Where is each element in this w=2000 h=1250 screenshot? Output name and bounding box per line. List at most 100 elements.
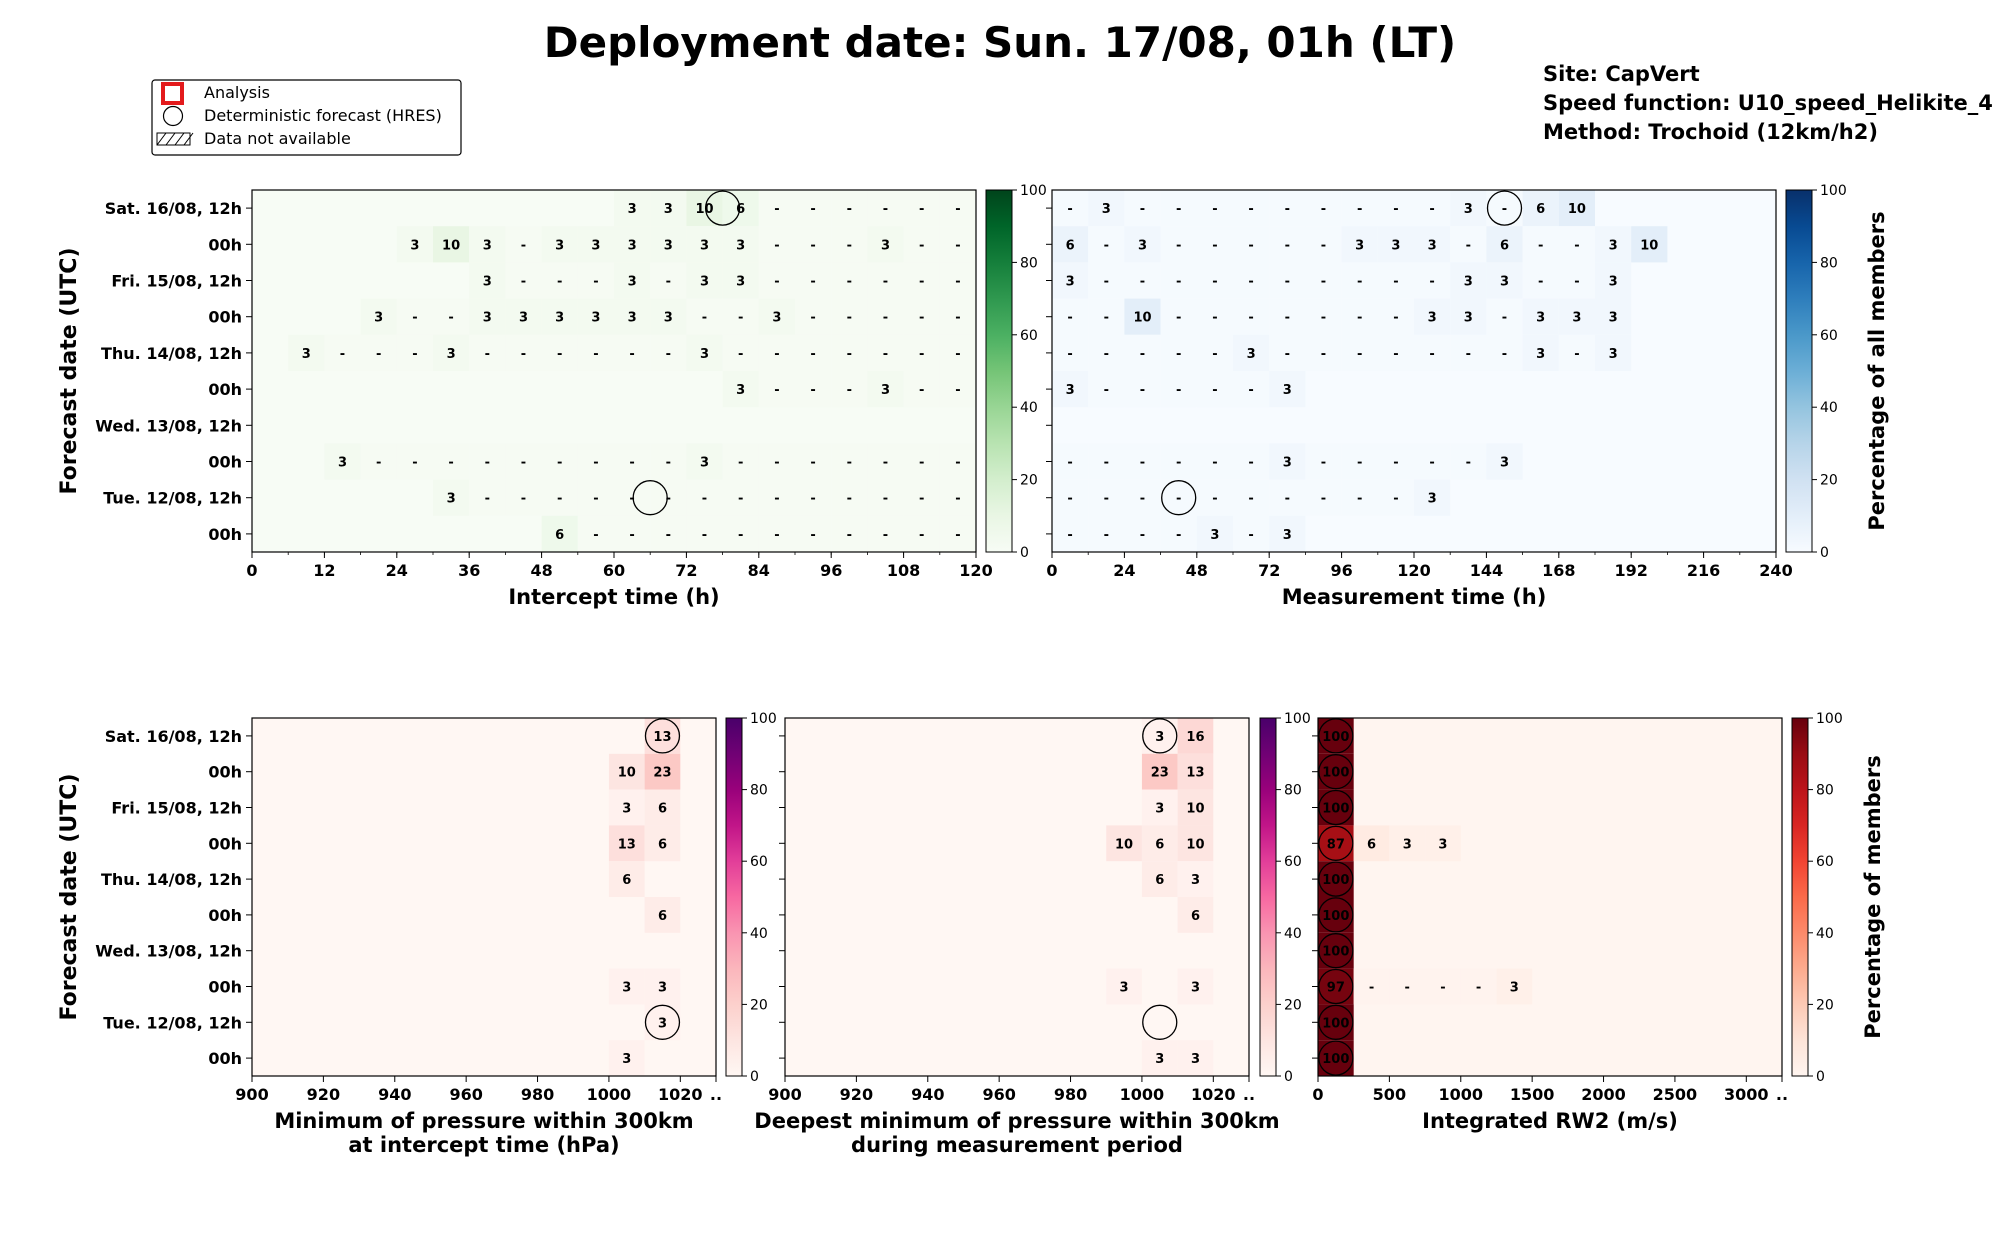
cell-label: 3 <box>1283 456 1292 471</box>
heatmap-cell <box>1177 897 1214 933</box>
cell-label: 3 <box>664 202 673 217</box>
hres-marker <box>1486 190 1523 226</box>
cell-label: - <box>774 347 779 362</box>
heatmap-cell <box>1595 334 1632 371</box>
heatmap-cell <box>1595 262 1632 299</box>
heatmap-cell <box>867 515 904 552</box>
x-tick-label: 24 <box>386 561 408 580</box>
heatmap-cell <box>505 443 542 480</box>
cell-label: - <box>376 347 381 362</box>
cell-label: - <box>1574 275 1579 290</box>
x-tick-label: 2500 <box>1653 1085 1698 1104</box>
heatmap-cell <box>722 371 759 408</box>
y-tick-label: 00h <box>208 235 242 254</box>
cell-label: - <box>1248 492 1253 507</box>
cell-label: - <box>1393 456 1398 471</box>
heatmap-cell <box>650 262 687 299</box>
colorbar-tick-label: 80 <box>750 783 768 799</box>
cell-label: - <box>883 202 888 217</box>
y-tick-label: 00h <box>208 834 242 853</box>
cell-label: - <box>919 275 924 290</box>
heatmap-cell <box>1269 334 1306 371</box>
heatmap-cell <box>758 479 795 516</box>
cell-label: - <box>810 347 815 362</box>
y-tick-label: Thu. 14/08, 12h <box>101 344 242 363</box>
heatmap-cell <box>1088 298 1125 335</box>
cell-label: - <box>557 456 562 471</box>
cell-label: - <box>919 347 924 362</box>
cell-label: 3 <box>1609 275 1618 290</box>
colorbar-tick-label: 20 <box>1816 997 1834 1013</box>
heatmap-cell <box>1522 298 1559 335</box>
cell-label: - <box>485 347 490 362</box>
cell-label: - <box>1067 528 1072 543</box>
heatmap-cell <box>1341 190 1378 227</box>
cell-label: - <box>810 528 815 543</box>
heatmap-cell <box>396 334 433 371</box>
heatmap-cell <box>1124 262 1161 299</box>
heatmap-cell <box>608 1040 645 1076</box>
cell-label: - <box>521 492 526 507</box>
heatmap-cell <box>1088 515 1125 552</box>
heatmap-cell <box>686 443 723 480</box>
x-tick-label: 24 <box>1113 561 1135 580</box>
cell-label: - <box>557 347 562 362</box>
heatmap-cell <box>1177 1040 1214 1076</box>
cell-label: - <box>883 456 888 471</box>
cell-label: - <box>1248 275 1253 290</box>
heatmap-cell <box>1558 298 1595 335</box>
heatmap-cell <box>758 443 795 480</box>
cell-label: - <box>810 202 815 217</box>
cell-label: - <box>1285 202 1290 217</box>
heatmap-cell <box>903 371 940 408</box>
heatmap-cell <box>644 825 681 862</box>
colorbar-tick-label: 20 <box>750 997 768 1013</box>
hres-marker-icon <box>162 105 184 127</box>
cell-label: 3 <box>628 238 637 253</box>
cell-label: 3 <box>1191 981 1200 996</box>
cell-label: 10 <box>1115 837 1133 852</box>
heatmap-cell <box>1052 479 1089 516</box>
cell-label: 3 <box>1210 528 1219 543</box>
heatmap-cell <box>1595 298 1632 335</box>
cell-label: 13 <box>1186 766 1204 781</box>
x-tick-label: 960 <box>982 1085 1015 1104</box>
heatmap-cell <box>614 262 651 299</box>
x-tick-label: 1000 <box>1439 1085 1484 1104</box>
heatmap-cell <box>1052 226 1089 263</box>
heatmap-cell <box>1269 515 1306 552</box>
heatmap-cell <box>1414 298 1451 335</box>
cell-label: 3 <box>1609 238 1618 253</box>
y-tick-label: Tue. 12/08, 12h <box>103 1013 242 1032</box>
cell-label: 3 <box>302 347 311 362</box>
cell-label: - <box>847 492 852 507</box>
cell-label: - <box>919 238 924 253</box>
cell-label: - <box>1212 202 1217 217</box>
cell-label: - <box>1393 311 1398 326</box>
heatmap-cell <box>1160 190 1197 227</box>
heatmap-cell <box>1341 443 1378 480</box>
cell-label: - <box>847 456 852 471</box>
cell-label: - <box>629 347 634 362</box>
heatmap-cell <box>867 334 904 371</box>
heatmap-cell <box>614 443 651 480</box>
heatmap-cell <box>324 334 361 371</box>
cell-label: - <box>1321 456 1326 471</box>
heatmap-cell <box>1414 262 1451 299</box>
heatmap-cell <box>686 226 723 263</box>
heatmap-cell <box>1124 298 1161 335</box>
heatmap-cell <box>1106 968 1142 1005</box>
cell-label: - <box>955 238 960 253</box>
heatmap-cell <box>686 334 723 371</box>
heatmap-cell <box>1160 298 1197 335</box>
cell-label: - <box>919 492 924 507</box>
cell-label: 3 <box>658 981 667 996</box>
cell-label: - <box>955 383 960 398</box>
heatmap-cell <box>1389 968 1426 1005</box>
heatmap-cell <box>903 262 940 299</box>
hres-marker <box>704 190 741 226</box>
cell-label: 10 <box>1186 802 1204 817</box>
cell-label: 100 <box>1322 945 1349 960</box>
hres-marker <box>1318 897 1354 933</box>
heatmap-cell <box>758 262 795 299</box>
